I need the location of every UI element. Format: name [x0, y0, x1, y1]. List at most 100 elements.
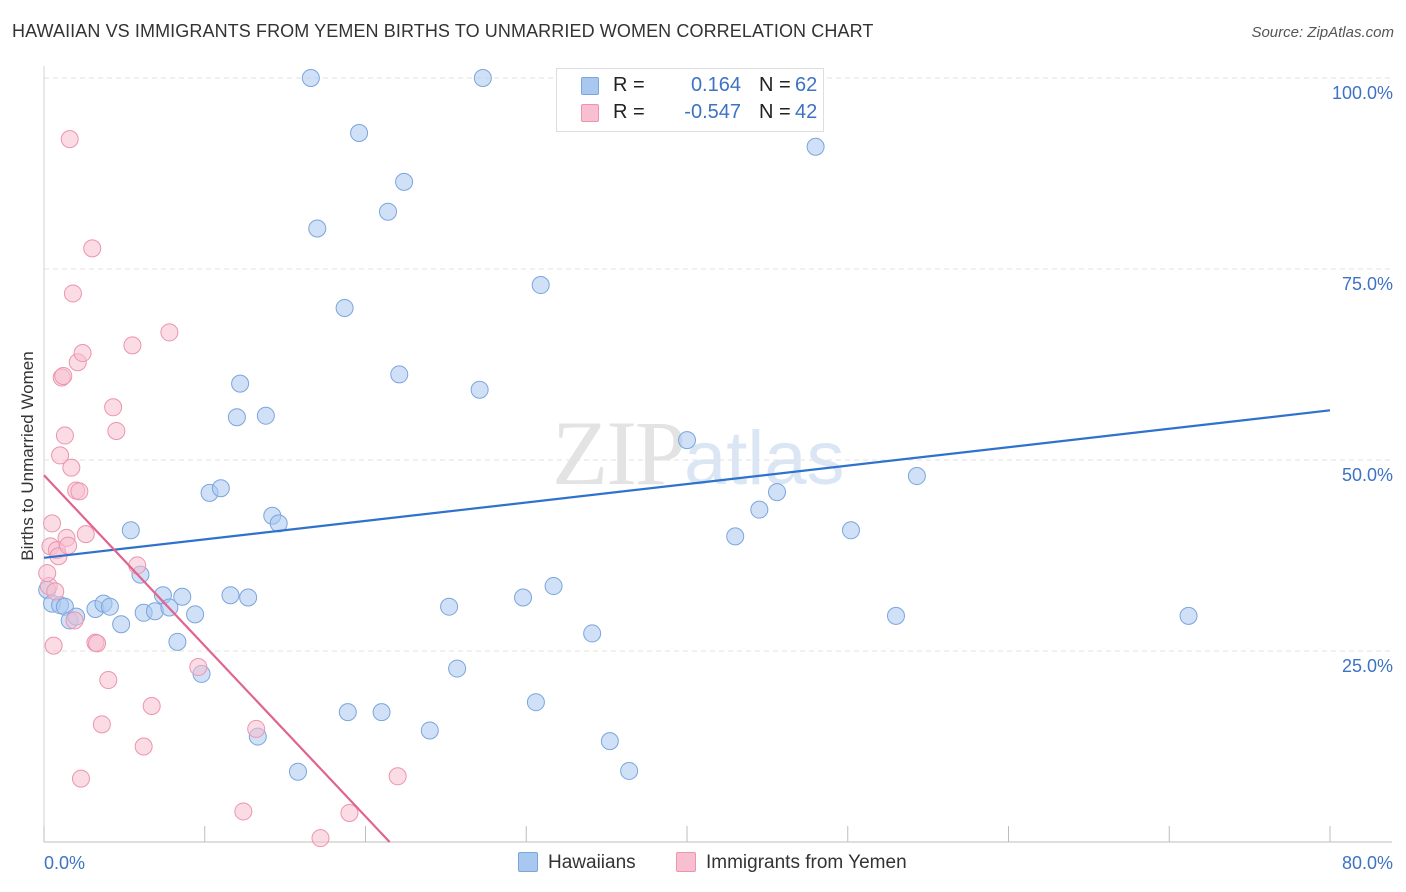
x-tick-label-min: 0.0%	[44, 853, 85, 873]
hawaiian-point	[886, 606, 905, 625]
yemen-point	[65, 611, 84, 630]
legend-n-value-hawaiians: 62	[795, 74, 818, 96]
source-label: Source: ZipAtlas.com	[1251, 24, 1394, 41]
bottom-legend-swatch-hawaiians	[518, 852, 538, 872]
yemen-point	[142, 697, 161, 716]
hawaiian-point	[231, 374, 250, 393]
hawaiian-point	[726, 527, 745, 546]
hawaiian-point	[440, 597, 459, 616]
hawaiians-trendline	[43, 409, 1331, 559]
hawaiian-point	[350, 124, 369, 143]
yemen-point	[73, 344, 92, 363]
yemen-point	[59, 536, 78, 555]
hawaiian-point	[227, 408, 246, 427]
yemen-point	[60, 130, 79, 149]
hawaiian-point	[338, 703, 357, 722]
hawaiian-point	[100, 597, 119, 616]
yemen-point	[71, 769, 90, 788]
yemen-point	[160, 323, 179, 342]
legend-r-label: R =	[613, 101, 645, 123]
legend-r-value-hawaiians: 0.164	[690, 74, 741, 96]
hawaiian-point	[448, 659, 467, 678]
hawaiian-point	[112, 615, 131, 634]
legend-n-label: N =	[759, 74, 791, 96]
yemen-point	[63, 284, 82, 303]
yemen-point	[38, 564, 57, 583]
watermark-atlas: atlas	[684, 416, 845, 501]
hawaiian-point	[395, 172, 414, 191]
yemen-point	[43, 514, 62, 533]
yemen-point	[76, 525, 95, 544]
legend-r-label: R =	[613, 74, 645, 96]
hawaiian-point	[301, 69, 320, 87]
legend-n-label: N =	[759, 101, 791, 123]
yemen-point	[340, 803, 359, 822]
bottom-legend-yemen: Immigrants from Yemen	[676, 852, 907, 874]
hawaiian-point	[256, 406, 275, 425]
yemen-point	[189, 658, 208, 677]
yemen-trendline	[43, 474, 391, 843]
hawaiian-point	[288, 762, 307, 781]
hawaiian-point	[1179, 606, 1198, 625]
hawaiian-point	[379, 202, 398, 221]
yemen-point	[123, 336, 142, 355]
hawaiian-point	[221, 586, 240, 605]
hawaiian-point	[750, 500, 769, 519]
y-tick-label: 50.0%	[1342, 465, 1393, 485]
yemen-point	[234, 802, 253, 821]
hawaiian-point	[168, 632, 187, 651]
yemen-point	[70, 482, 89, 501]
hawaiian-point	[806, 137, 825, 156]
yemen-point	[107, 421, 126, 440]
hawaiian-point	[186, 605, 205, 624]
hawaiian-point	[121, 521, 140, 540]
y-tick-label: 75.0%	[1342, 274, 1393, 294]
hawaiian-point	[335, 298, 354, 317]
hawaiian-point	[211, 479, 230, 498]
yemen-point	[54, 366, 73, 385]
hawaiian-point	[600, 732, 619, 751]
hawaiian-point	[390, 365, 409, 384]
y-tick-label: 25.0%	[1342, 656, 1393, 676]
hawaiian-point	[514, 588, 533, 607]
y-tick-label: 100.0%	[1332, 83, 1393, 103]
yemen-point	[134, 737, 153, 756]
legend-r-value-yemen: -0.547	[684, 101, 741, 123]
yemen-point	[55, 426, 74, 445]
yemen-point	[128, 556, 147, 575]
yemen-point	[46, 582, 65, 601]
hawaiian-point	[531, 276, 550, 295]
yemen-point	[88, 634, 107, 653]
yemen-point	[99, 671, 118, 690]
hawaiian-point	[372, 703, 391, 722]
yemen-point	[83, 239, 102, 258]
correlation-legend: R = 0.164 N = 62 R = -0.547 N = 42	[556, 68, 824, 132]
legend-swatch-hawaiians	[581, 77, 599, 95]
hawaiian-point	[526, 693, 545, 712]
bottom-legend-label-yemen: Immigrants from Yemen	[706, 852, 907, 873]
hawaiian-point	[768, 483, 787, 502]
yemen-point	[44, 636, 63, 655]
yemen-point	[247, 719, 266, 738]
yemen-point	[51, 446, 70, 465]
hawaiian-point	[544, 577, 563, 596]
x-tick-label-max: 80.0%	[1342, 853, 1393, 873]
hawaiian-point	[907, 467, 926, 486]
hawaiian-point	[678, 431, 696, 450]
hawaiian-point	[470, 380, 489, 399]
bottom-legend-label-hawaiians: Hawaiians	[548, 852, 636, 873]
legend-swatch-yemen	[581, 104, 599, 122]
hawaiian-point	[473, 69, 492, 87]
yemen-point	[104, 398, 123, 417]
hawaiian-point	[841, 521, 860, 540]
yemen-point	[62, 458, 81, 477]
legend-n-value-yemen: 42	[795, 101, 818, 123]
hawaiian-point	[173, 587, 192, 606]
hawaiian-point	[308, 219, 327, 238]
hawaiian-point	[583, 624, 602, 643]
hawaiian-point	[420, 721, 439, 740]
hawaiian-point	[239, 588, 258, 607]
bottom-legend-hawaiians: Hawaiians	[518, 852, 636, 874]
bottom-legend-swatch-yemen	[676, 852, 696, 872]
